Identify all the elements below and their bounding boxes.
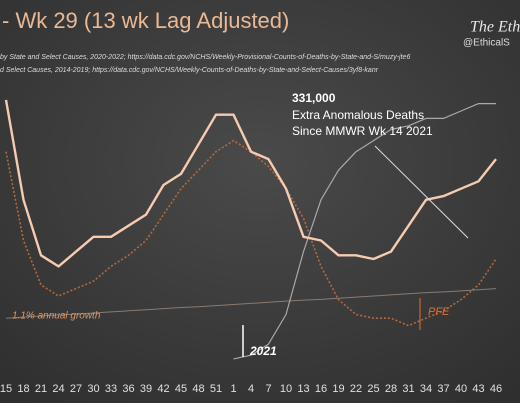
brand: The Ethi [470,19,520,36]
x-tick-label: 16 [315,383,327,395]
x-tick-label: 51 [210,383,222,395]
source: by State and Select Causes, 2020-2022; h… [0,54,410,61]
plot [4,99,497,360]
series-line [5,139,497,327]
pointer [374,145,469,239]
x-tick-label: 31 [402,383,414,395]
x-tick-label: 19 [332,383,344,395]
x-tick-label: 4 [248,383,254,395]
x-tick-label: 40 [455,383,467,395]
x-tick-label: 46 [490,383,502,395]
x-tick-label: 28 [385,383,397,395]
annotation-growth: 1.1% annual growth [12,311,101,322]
x-tick-label: 45 [175,383,187,395]
series-line [4,99,497,268]
annotation-total: 331,000 [292,91,336,105]
x-tick-label: 39 [140,383,152,395]
x-tick-label: 10 [280,383,292,395]
x-tick-label: 18 [17,383,29,395]
x-tick-label: 37 [437,383,449,395]
handle: @EthicalS [463,38,510,49]
annotation: Since MMWR Wk 14 2021 [292,124,433,138]
chart-title: - Wk 29 (13 wk Lag Adjusted) [2,8,289,33]
x-tick-label: 30 [87,383,99,395]
x-tick-label: 36 [122,383,134,395]
x-tick-label: 25 [367,383,379,395]
x-tick-label: 34 [420,383,432,395]
x-tick-label: 22 [350,383,362,395]
annotation: Extra Anomalous Deaths [292,108,424,122]
annotation-year: 2021 [249,344,277,358]
x-tick-label: 15 [0,383,12,395]
x-tick-label: 21 [35,383,47,395]
series-line [233,103,496,360]
x-tick-label: 7 [265,383,271,395]
x-tick-label: 1 [230,383,236,395]
source: d Select Causes, 2014-2019; https://data… [0,67,379,74]
x-tick-label: 24 [52,383,64,395]
x-tick-label: 33 [105,383,117,395]
x-tick-label: 13 [297,383,309,395]
series-line [5,288,497,319]
annotation-pfe: PFE [428,306,450,318]
x-tick-label: 43 [472,383,484,395]
x-tick-label: 42 [157,383,169,395]
x-tick-label: 27 [70,383,82,395]
x-tick-label: 48 [192,383,204,395]
